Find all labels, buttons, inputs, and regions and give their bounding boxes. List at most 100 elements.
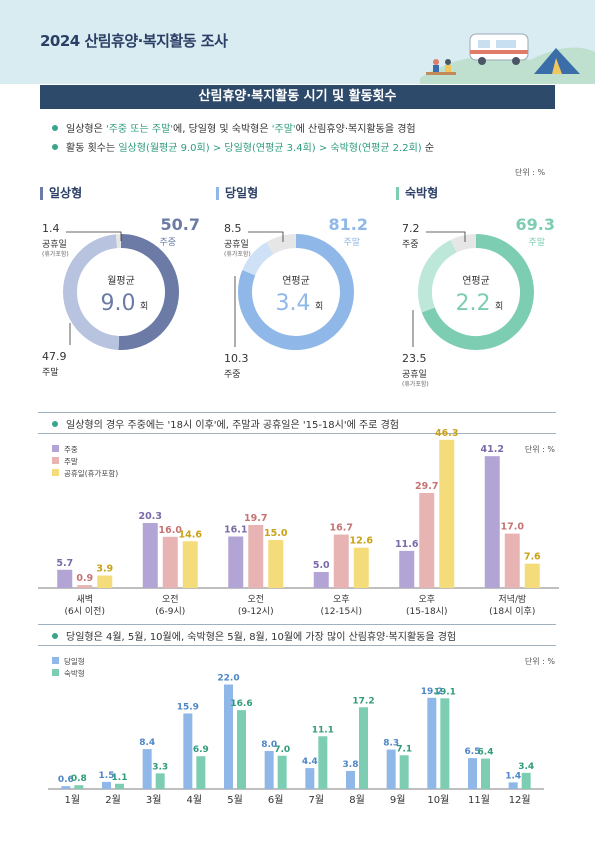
- donut-value-label: 10.3: [224, 352, 249, 365]
- data-label: 20.3: [139, 511, 162, 522]
- bar: [264, 751, 274, 789]
- category-label: (9-12시): [238, 606, 274, 617]
- data-label: 7.0: [274, 745, 290, 755]
- bar: [386, 749, 396, 789]
- donut-segment-sublabel: (휴가포함): [42, 250, 69, 258]
- legend-label: 주중: [64, 445, 78, 454]
- data-label: 8.4: [139, 738, 155, 748]
- legend-swatch: [52, 457, 59, 464]
- bar: [318, 736, 328, 789]
- donut-segment-label: 주중: [159, 237, 176, 248]
- bar: [359, 707, 368, 789]
- bar: [224, 684, 233, 789]
- category-label: 11월: [468, 794, 490, 806]
- bar: [237, 710, 246, 789]
- page-title: 2024 산림휴양·복지활동 조사: [40, 32, 228, 50]
- category-label: 5월: [227, 794, 243, 806]
- data-label: 19.2: [421, 687, 443, 697]
- category-label: 10월: [427, 794, 449, 806]
- donut-center-value: 3.4: [276, 291, 311, 316]
- donut-segment-sublabel: (휴가포함): [402, 380, 429, 388]
- donut-segment: [63, 234, 120, 350]
- leader-line: [248, 231, 284, 242]
- donut-segment-label: 주말: [343, 236, 360, 248]
- data-label: 3.4: [518, 762, 534, 772]
- donut-segment: [118, 234, 179, 350]
- campers-icon: [426, 59, 456, 75]
- donut-value-label: 23.5: [402, 352, 427, 365]
- category-label: 4월: [187, 794, 203, 806]
- unit-label-donuts: 단위 : %: [515, 168, 546, 177]
- divider: [38, 645, 556, 646]
- donut-segment-sublabel: (휴가포함): [224, 250, 251, 258]
- bar: [57, 569, 73, 588]
- category-label: 오전: [162, 594, 179, 605]
- bar: [313, 572, 329, 588]
- data-label: 1.4: [505, 771, 521, 781]
- donut-center-label: 연평균: [282, 275, 310, 287]
- bar: [346, 770, 355, 789]
- data-label: 1.5: [99, 771, 115, 781]
- camper-van-icon: [469, 33, 529, 65]
- bar: [248, 524, 264, 588]
- donut-segment: [266, 234, 297, 255]
- data-label: 41.2: [481, 444, 504, 455]
- section-title: 산림휴양·복지활동 시기 및 활동횟수: [40, 85, 555, 109]
- bar: [419, 492, 435, 588]
- bar: [115, 783, 124, 789]
- data-label: 4.4: [302, 757, 318, 767]
- donut-1: 연평균 3.4 회 81.2 주말 10.3 주중 8.5 공휴일(휴가포함): [224, 215, 368, 380]
- bar: [305, 768, 315, 789]
- category-label: 7월: [309, 794, 325, 806]
- bar: [484, 456, 500, 588]
- data-label: 16.7: [330, 523, 353, 534]
- data-label: 5.7: [56, 558, 73, 569]
- bar: [333, 534, 349, 588]
- bar: [142, 749, 152, 789]
- bullet-2-text: 활동 횟수는 일상형(월평균 9.0회) > 당일형(연평균 3.4회) > 숙…: [66, 143, 435, 154]
- bar: [97, 575, 113, 588]
- bar: [142, 523, 158, 588]
- data-label: 0.9: [76, 573, 93, 584]
- data-label: 17.2: [352, 696, 374, 706]
- donut-segment-label: 주중: [224, 369, 241, 380]
- bullet-1-text: 일상형은 '주중 또는 주말'에, 당일형 및 숙박형은 '주말'에 산림휴양·…: [66, 124, 416, 135]
- data-label: 6.9: [193, 745, 209, 755]
- bar: [481, 758, 490, 789]
- bar: [196, 756, 206, 789]
- legend-label: 당일형: [64, 656, 85, 666]
- donut-center-label: 월평균: [107, 275, 135, 287]
- data-label: 16.0: [159, 525, 183, 536]
- divider: [38, 624, 556, 625]
- donut-center-label: 연평균: [462, 275, 490, 287]
- category-label: 3월: [146, 794, 162, 806]
- donut-center-unit: 회: [315, 301, 323, 312]
- legend-label: 주말: [64, 457, 78, 466]
- donut-segment-label: 주말: [528, 236, 545, 248]
- bar: [521, 772, 531, 789]
- data-label: 3.3: [152, 762, 168, 772]
- bar: [353, 547, 369, 588]
- legend-label: 숙박형: [64, 668, 85, 678]
- divider: [38, 433, 556, 434]
- bar: [268, 540, 284, 588]
- data-label: 3.9: [96, 564, 113, 575]
- data-label: 15.9: [177, 702, 199, 712]
- bar: [102, 781, 111, 789]
- data-label: 19.1: [434, 687, 456, 697]
- category-label: 오후: [418, 594, 435, 605]
- donut-value-label: 69.3: [516, 215, 555, 234]
- donut-segment-label: 주말: [42, 366, 59, 378]
- category-label: (15-18시): [406, 606, 447, 617]
- category-label: 12월: [509, 794, 531, 806]
- unit-label: 단위 : %: [525, 656, 556, 666]
- bar: [440, 698, 450, 789]
- bar: [399, 755, 409, 789]
- donut-center-unit: 회: [140, 301, 148, 312]
- bar: [468, 758, 477, 789]
- bullet-1: 일상형은 '주중 또는 주말'에, 당일형 및 숙박형은 '주말'에 산림휴양·…: [52, 120, 416, 135]
